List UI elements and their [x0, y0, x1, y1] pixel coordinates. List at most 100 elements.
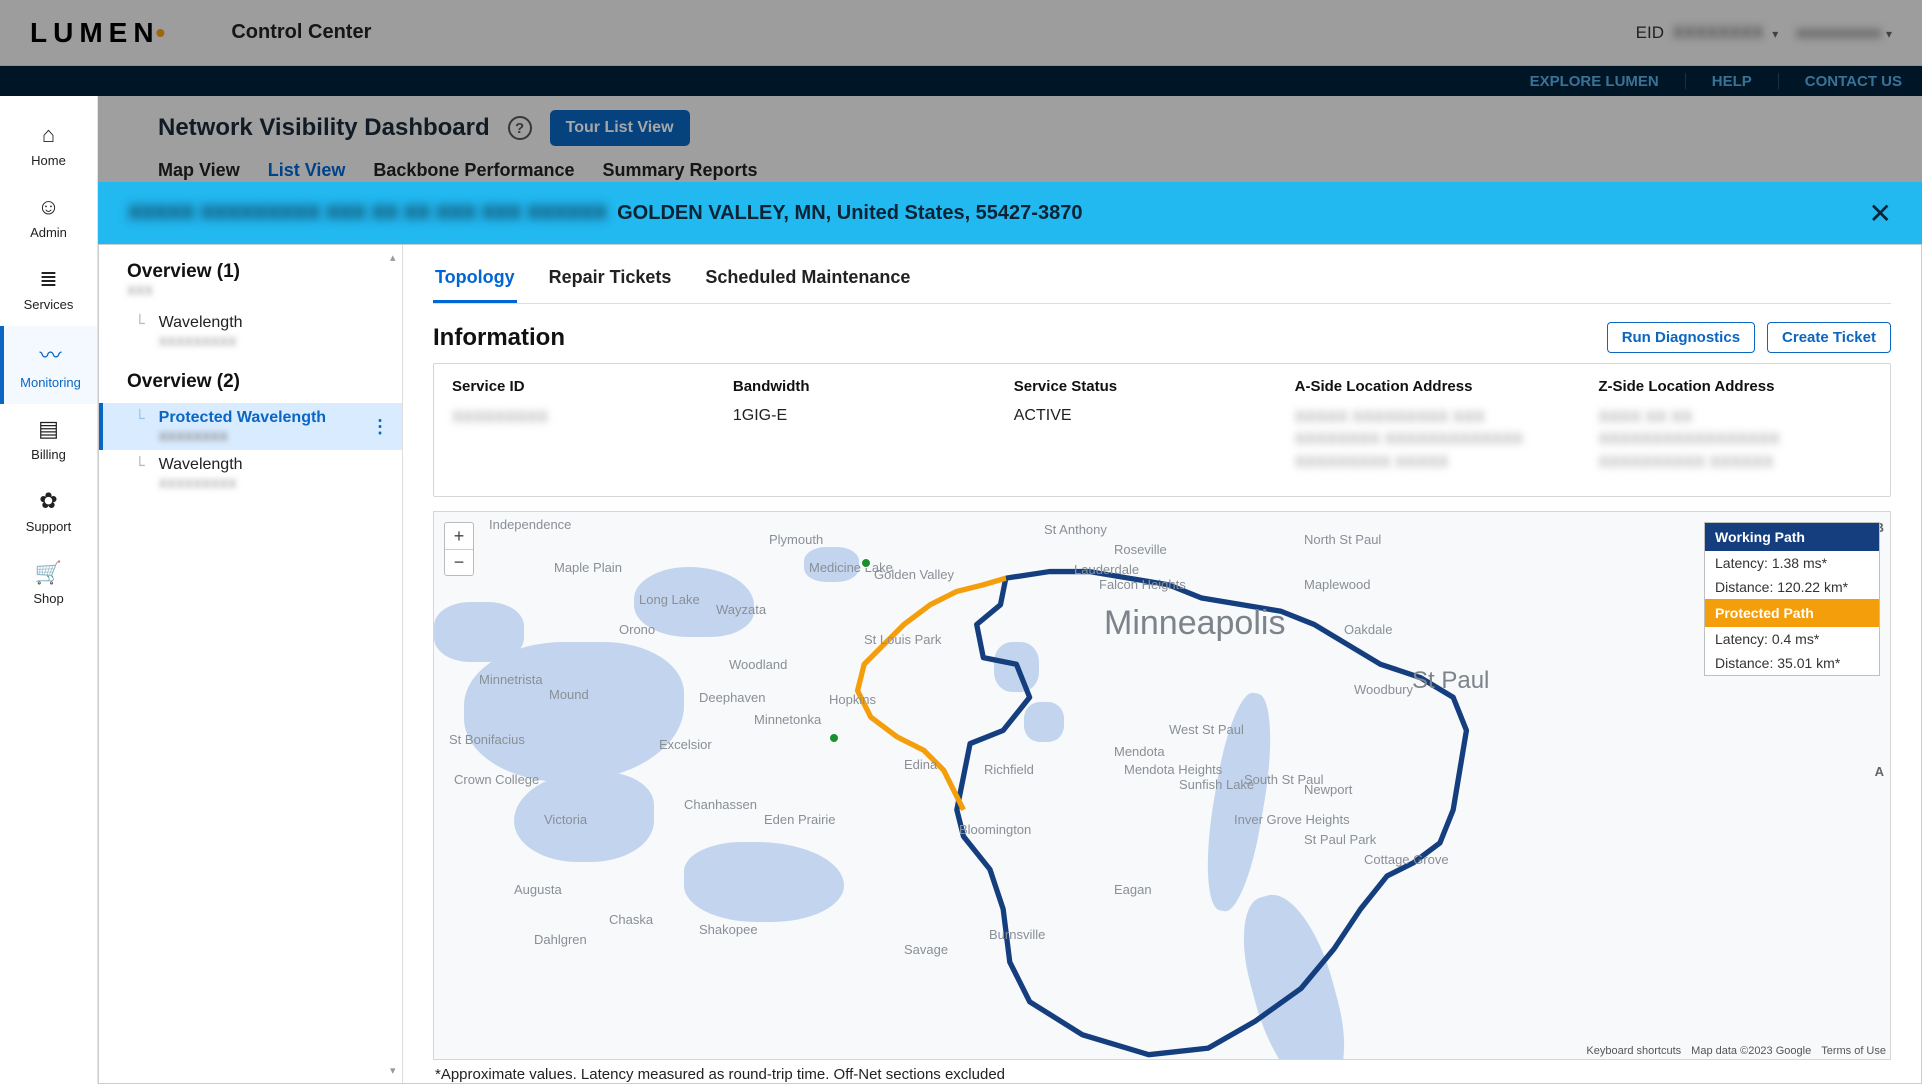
scroll-down-icon[interactable]: ▾	[390, 1064, 396, 1077]
close-icon[interactable]: ✕	[1869, 197, 1892, 230]
th-status: Service Status	[1014, 378, 1265, 395]
eid-value: XXXXXXXX	[1673, 23, 1764, 42]
city-label: Minneapolis	[1104, 604, 1285, 643]
topbar-right: EID XXXXXXXX ▾ xxxxxxxxxx ▾	[1636, 23, 1892, 43]
city-label: Independence	[489, 517, 571, 532]
city-label: Eagan	[1114, 882, 1152, 897]
separator	[1778, 73, 1779, 89]
city-label: Mendota	[1114, 744, 1165, 759]
zoom-control: + −	[444, 522, 474, 576]
view-tab-list-view[interactable]: List View	[268, 160, 346, 181]
city-label: Excelsior	[659, 737, 712, 752]
city-label: Cottage Grove	[1364, 852, 1449, 867]
tree-icon: └	[135, 314, 145, 333]
chevron-down-icon: ▾	[1886, 27, 1892, 41]
rail-label: Admin	[30, 225, 67, 240]
rail-item-services[interactable]: ≣Services	[0, 254, 97, 326]
create-ticket-button[interactable]: Create Ticket	[1767, 322, 1891, 353]
city-label: Roseville	[1114, 542, 1167, 557]
rail-item-admin[interactable]: ☺Admin	[0, 182, 97, 254]
view-tab-map-view[interactable]: Map View	[158, 160, 240, 181]
logo-text: LUMEN	[30, 17, 160, 48]
overview-item[interactable]: └Protected WavelengthXXXXXXXX⋮	[99, 403, 402, 450]
user-menu[interactable]: xxxxxxxxxx ▾	[1796, 23, 1892, 43]
view-tab-summary-reports[interactable]: Summary Reports	[602, 160, 757, 181]
detail-tab-scheduled-maintenance[interactable]: Scheduled Maintenance	[703, 263, 912, 303]
city-label: Chanhassen	[684, 797, 757, 812]
help-link[interactable]: HELP	[1712, 73, 1752, 90]
city-label: Mound	[549, 687, 589, 702]
detail-tab-repair-tickets[interactable]: Repair Tickets	[547, 263, 674, 303]
contact-link[interactable]: CONTACT US	[1805, 73, 1902, 90]
run-diagnostics-button[interactable]: Run Diagnostics	[1607, 322, 1755, 353]
zoom-in-button[interactable]: +	[445, 523, 473, 549]
side-a-label: A	[1875, 764, 1884, 779]
city-label: Woodbury	[1354, 682, 1413, 697]
explore-link[interactable]: EXPLORE LUMEN	[1530, 73, 1659, 90]
keyboard-shortcuts-link[interactable]: Keyboard shortcuts	[1586, 1045, 1681, 1057]
city-label: Burnsville	[989, 927, 1045, 942]
city-label: Newport	[1304, 782, 1352, 797]
rail-item-shop[interactable]: 🛒Shop	[0, 548, 97, 620]
working-path	[957, 572, 1467, 1055]
legend-working-distance: Distance: 120.22 km*	[1705, 575, 1879, 599]
scroll-up-icon[interactable]: ▴	[390, 251, 396, 264]
overview-section-title: Overview (1) XXX	[99, 245, 402, 308]
scrollbar[interactable]: ▴ ▾	[390, 251, 400, 1077]
monitoring-icon: 〰	[4, 338, 97, 370]
kebab-icon[interactable]: ⋮	[371, 416, 388, 437]
logo-dot-icon: •	[156, 17, 172, 48]
legend-working-latency: Latency: 1.38 ms*	[1705, 551, 1879, 575]
overview-section-title: Overview (2)	[99, 355, 402, 403]
rail-item-billing[interactable]: ▤Billing	[0, 404, 97, 476]
city-label: St Paul	[1412, 667, 1489, 695]
city-label: St Paul Park	[1304, 832, 1376, 847]
zoom-out-button[interactable]: −	[445, 549, 473, 575]
content: ▴ ▾ Overview (1) XXX └WavelengthXXXXXXXX…	[98, 244, 1922, 1084]
city-label: Crown College	[454, 772, 539, 787]
city-label: Woodland	[729, 657, 787, 672]
information-block: Information Run Diagnostics Create Ticke…	[433, 322, 1891, 497]
rail-item-support[interactable]: ✿Support	[0, 476, 97, 548]
map[interactable]: + − B A Working Path Latency: 1.38 ms* D…	[433, 511, 1891, 1060]
city-label: Falcon Heights	[1099, 577, 1186, 592]
city-label: Inver Grove Heights	[1234, 812, 1350, 827]
overview-item-sub: XXXXXXXX	[159, 429, 326, 444]
eid-selector[interactable]: EID XXXXXXXX ▾	[1636, 23, 1779, 43]
home-icon: ⌂	[0, 122, 97, 148]
tour-button[interactable]: Tour List View	[550, 110, 690, 146]
location-address: GOLDEN VALLEY, MN, United States, 55427-…	[617, 202, 1082, 225]
tree-icon: └	[135, 409, 145, 428]
util-nav: EXPLORE LUMEN HELP CONTACT US	[0, 66, 1922, 96]
city-label: Hopkins	[829, 692, 876, 707]
page-head: Network Visibility Dashboard ? Tour List…	[98, 96, 1922, 182]
detail-tab-topology[interactable]: Topology	[433, 263, 517, 303]
city-label: Dahlgren	[534, 932, 587, 947]
view-tabs: Map View List View Backbone Performance Sum…	[158, 160, 1882, 181]
map-footnote: *Approximate values. Latency measured as…	[433, 1060, 1891, 1083]
city-label: Golden Valley	[874, 567, 954, 582]
overview-item-label: Wavelength	[159, 314, 243, 332]
app-title: Control Center	[231, 21, 371, 44]
city-label: Mendota Heights	[1124, 762, 1222, 777]
information-table: Service ID Bandwidth Service Status A-Si…	[433, 363, 1891, 497]
overview-item[interactable]: └WavelengthXXXXXXXXX	[99, 450, 402, 497]
terms-link[interactable]: Terms of Use	[1821, 1045, 1886, 1057]
rail-item-monitoring[interactable]: 〰Monitoring	[0, 326, 97, 404]
th-z-side: Z-Side Location Address	[1598, 378, 1872, 395]
overview-sub: XXX	[127, 283, 374, 298]
city-label: Long Lake	[639, 592, 700, 607]
help-icon[interactable]: ?	[508, 116, 532, 140]
rail-item-home[interactable]: ⌂Home	[0, 110, 97, 182]
map-attribution: Keyboard shortcuts Map data ©2023 Google…	[1586, 1045, 1886, 1057]
shop-icon: 🛒	[0, 560, 97, 586]
user-name: xxxxxxxxxx	[1796, 23, 1881, 42]
overview-item[interactable]: └WavelengthXXXXXXXXX	[99, 308, 402, 355]
separator	[1685, 73, 1686, 89]
legend-protected-latency: Latency: 0.4 ms*	[1705, 627, 1879, 651]
view-tab-backbone-performance[interactable]: Backbone Performance	[373, 160, 574, 181]
overview-panel: ▴ ▾ Overview (1) XXX └WavelengthXXXXXXXX…	[99, 245, 403, 1083]
city-label: Richfield	[984, 762, 1034, 777]
rail-label: Billing	[31, 447, 66, 462]
legend-protected-distance: Distance: 35.01 km*	[1705, 651, 1879, 675]
